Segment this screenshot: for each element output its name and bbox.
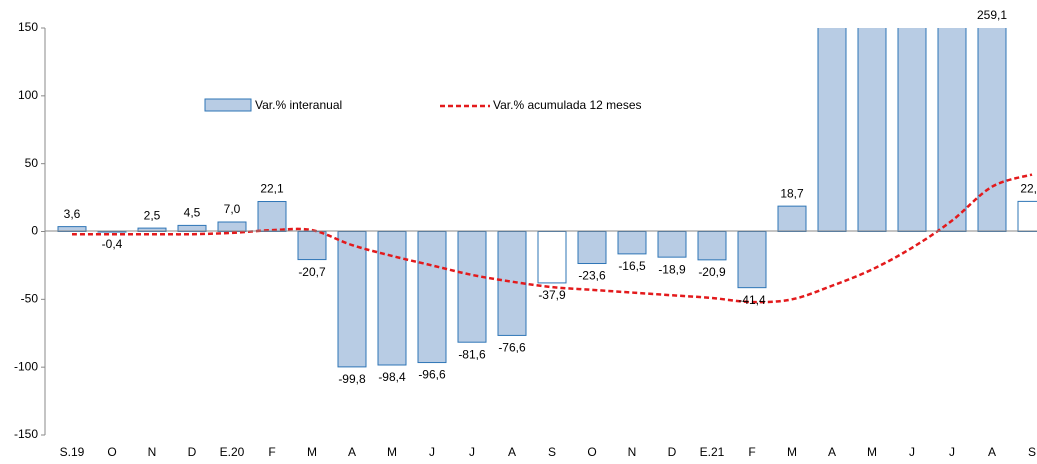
x-tick-label: S: [548, 445, 556, 459]
x-tick-label: A: [348, 445, 356, 459]
data-label: -16,5: [618, 259, 646, 273]
bar: [217, 221, 247, 232]
x-tick-label: M: [867, 445, 877, 459]
x-tick-label: S.19: [60, 445, 85, 459]
bar: [897, 28, 927, 232]
bar: [297, 231, 327, 261]
bar: [377, 231, 407, 366]
x-tick-label: F: [268, 445, 275, 459]
bar: [577, 231, 607, 265]
data-label: -23,6: [578, 269, 606, 283]
data-label: 18,7: [780, 186, 804, 200]
bar: [657, 231, 687, 258]
data-label: 4,5: [184, 206, 201, 220]
data-label: -20,9: [698, 265, 726, 279]
bar: [337, 231, 367, 368]
x-tick-label: J: [949, 445, 955, 459]
x-tick-label: J: [429, 445, 435, 459]
bar: [257, 201, 287, 233]
data-label: 259,1: [977, 8, 1007, 22]
bar: [697, 231, 727, 261]
x-tick-label: S: [1028, 445, 1036, 459]
data-label: -20,7: [298, 265, 326, 279]
legend: Var.% interanual Var.% acumulada 12 mese…: [204, 98, 642, 112]
bar: [97, 231, 127, 233]
x-tick-label: A: [508, 445, 516, 459]
data-label: -0,4: [102, 237, 123, 251]
legend-label: Var.% interanual: [255, 98, 342, 112]
x-tick-label: E.20: [220, 445, 245, 459]
x-tick-label: D: [188, 445, 197, 459]
x-tick-label: J: [469, 445, 475, 459]
x-tick-label: F: [748, 445, 755, 459]
bar: [1017, 200, 1037, 233]
bar: [857, 28, 887, 232]
bar: [977, 28, 1007, 232]
legend-swatch: [204, 98, 252, 112]
bar: [457, 231, 487, 343]
data-label: -99,8: [338, 372, 366, 386]
data-label: -96,6: [418, 368, 446, 382]
y-tick-label: 0: [31, 224, 38, 238]
y-tick-label: 150: [18, 20, 38, 34]
y-tick-label: -100: [14, 359, 38, 373]
x-tick-label: N: [628, 445, 637, 459]
x-tick-label: O: [587, 445, 596, 459]
line: [72, 173, 1033, 304]
bar: [537, 231, 567, 284]
x-tick-label: O: [107, 445, 116, 459]
data-label: 2,5: [144, 208, 161, 222]
legend-label: Var.% acumulada 12 meses: [493, 98, 642, 112]
data-label: -98,4: [378, 370, 406, 384]
data-label: -18,9: [658, 262, 686, 276]
x-tick-label: J: [909, 445, 915, 459]
data-label: 3,6: [64, 207, 81, 221]
data-label: 7,0: [224, 202, 241, 216]
y-tick-label: 50: [25, 156, 39, 170]
x-tick-label: A: [988, 445, 996, 459]
bar: [737, 231, 767, 289]
data-label: -76,6: [498, 341, 526, 355]
x-tick-label: N: [148, 445, 157, 459]
x-tick-label: M: [307, 445, 317, 459]
bar: [817, 28, 847, 232]
bar: [617, 231, 647, 255]
data-label: -81,6: [458, 347, 486, 361]
bar: [777, 205, 807, 233]
y-tick-label: 100: [18, 88, 38, 102]
x-tick-label: M: [787, 445, 797, 459]
data-label: 22,1: [260, 182, 284, 196]
data-label: -41,4: [738, 293, 766, 307]
bar: [417, 231, 447, 364]
x-tick-label: E.21: [700, 445, 725, 459]
y-tick-label: -50: [21, 292, 39, 306]
data-label: -37,9: [538, 288, 566, 302]
y-tick-label: -150: [14, 427, 38, 441]
x-tick-label: D: [668, 445, 677, 459]
bar: [937, 28, 967, 233]
data-label: 22,2: [1020, 182, 1037, 196]
plot-area: [57, 28, 1037, 368]
x-tick-label: A: [828, 445, 836, 459]
x-tick-label: M: [387, 445, 397, 459]
